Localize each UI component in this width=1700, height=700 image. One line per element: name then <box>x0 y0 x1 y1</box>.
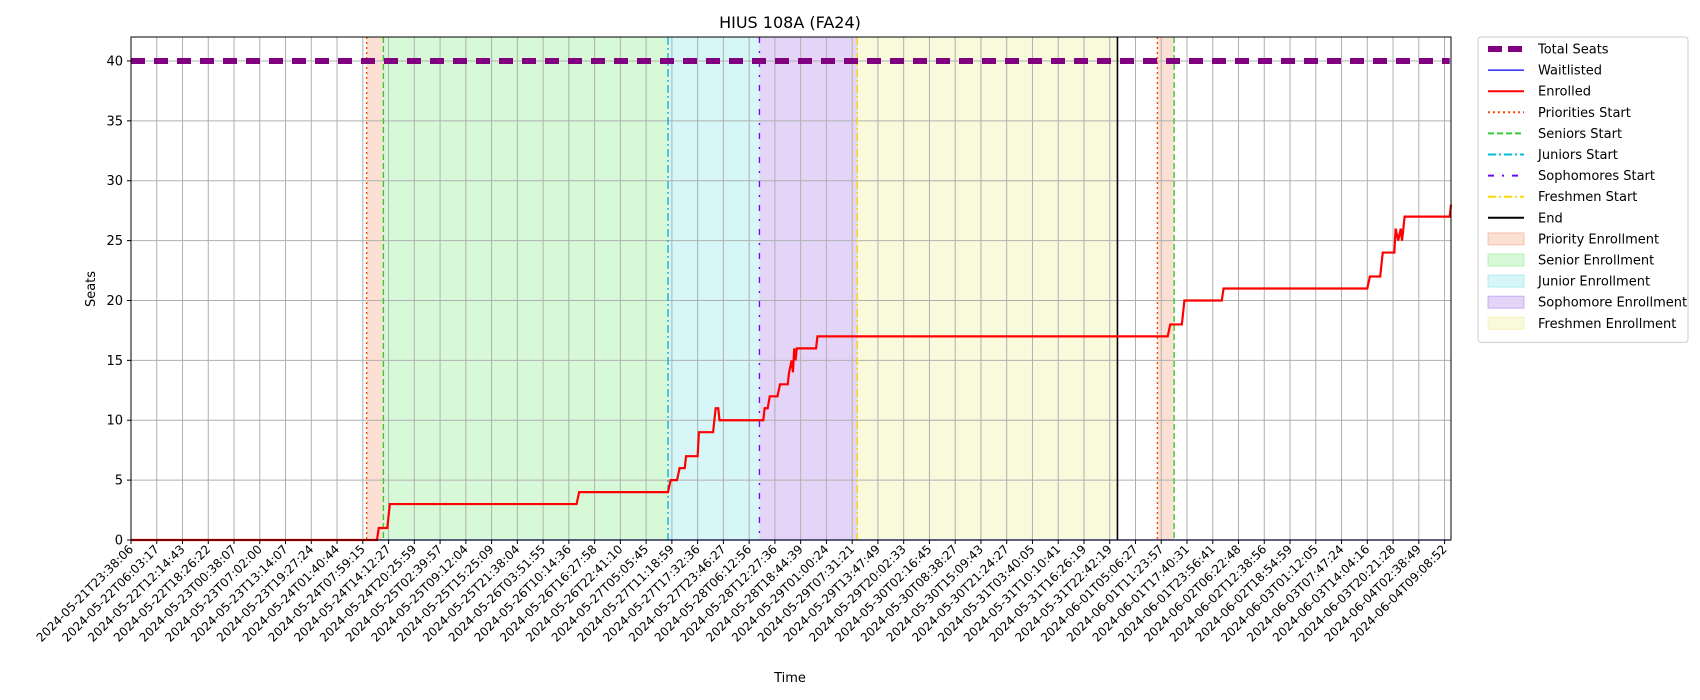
legend-label-13: Freshmen Enrollment <box>1538 317 1676 332</box>
y-tick-label-7: 35 <box>106 114 123 129</box>
legend-label-11: Junior Enrollment <box>1537 275 1650 290</box>
legend-label-1: Waitlisted <box>1538 64 1602 79</box>
legend-label-0: Total Seats <box>1537 43 1609 58</box>
shaded-region-1 <box>383 37 669 540</box>
legend-label-8: End <box>1538 211 1563 226</box>
y-tick-label-4: 20 <box>106 294 123 309</box>
y-tick-label-2: 10 <box>106 414 123 429</box>
legend-swatch-10 <box>1487 253 1525 267</box>
x-axis: 2024-05-21T23:38:062024-05-22T06:03:1720… <box>34 540 1450 645</box>
legend-label-4: Seniors Start <box>1538 127 1622 142</box>
event-lines <box>365 37 1175 540</box>
shaded-region-3 <box>759 37 858 540</box>
grid-lines <box>130 37 1451 541</box>
legend-label-3: Priorities Start <box>1538 106 1631 121</box>
y-axis: 0 5 10 15 20 25 30 35 40 <box>106 54 131 549</box>
x-axis-label: Time <box>773 671 806 686</box>
shaded-region-2 <box>668 37 760 540</box>
plot-frame <box>130 36 1452 541</box>
shaded-region-5 <box>1157 37 1175 540</box>
legend-swatch-9 <box>1487 232 1525 246</box>
y-tick-label-6: 30 <box>106 174 123 189</box>
y-tick-label-0: 0 <box>115 534 123 549</box>
legend-box <box>1477 36 1689 343</box>
legend-label-2: Enrolled <box>1538 85 1591 100</box>
legend-label-10: Senior Enrollment <box>1538 254 1654 269</box>
legend-label-12: Sophomore Enrollment <box>1538 296 1687 311</box>
y-axis-label: Seats <box>84 271 99 307</box>
y-tick-label-1: 5 <box>115 474 123 489</box>
y-tick-label-5: 25 <box>106 234 123 249</box>
legend-swatch-13 <box>1487 316 1525 330</box>
shaded-regions <box>366 37 1175 540</box>
y-tick-label-8: 40 <box>106 54 123 69</box>
series-enrolled <box>131 204 1453 542</box>
legend: Total Seats Waitlisted Enrolled Priorities … <box>1477 36 1689 343</box>
legend-label-5: Juniors Start <box>1537 148 1618 163</box>
legend-label-7: Freshmen Start <box>1538 190 1637 205</box>
shaded-region-4 <box>857 37 1118 540</box>
legend-swatch-11 <box>1487 274 1525 288</box>
y-tick-label-3: 15 <box>106 354 123 369</box>
chart-title: HIUS 108A (FA24) <box>719 13 861 32</box>
legend-label-9: Priority Enrollment <box>1538 232 1659 247</box>
legend-label-6: Sophomores Start <box>1538 169 1655 184</box>
legend-swatch-12 <box>1487 295 1525 309</box>
shaded-region-0 <box>366 37 384 540</box>
